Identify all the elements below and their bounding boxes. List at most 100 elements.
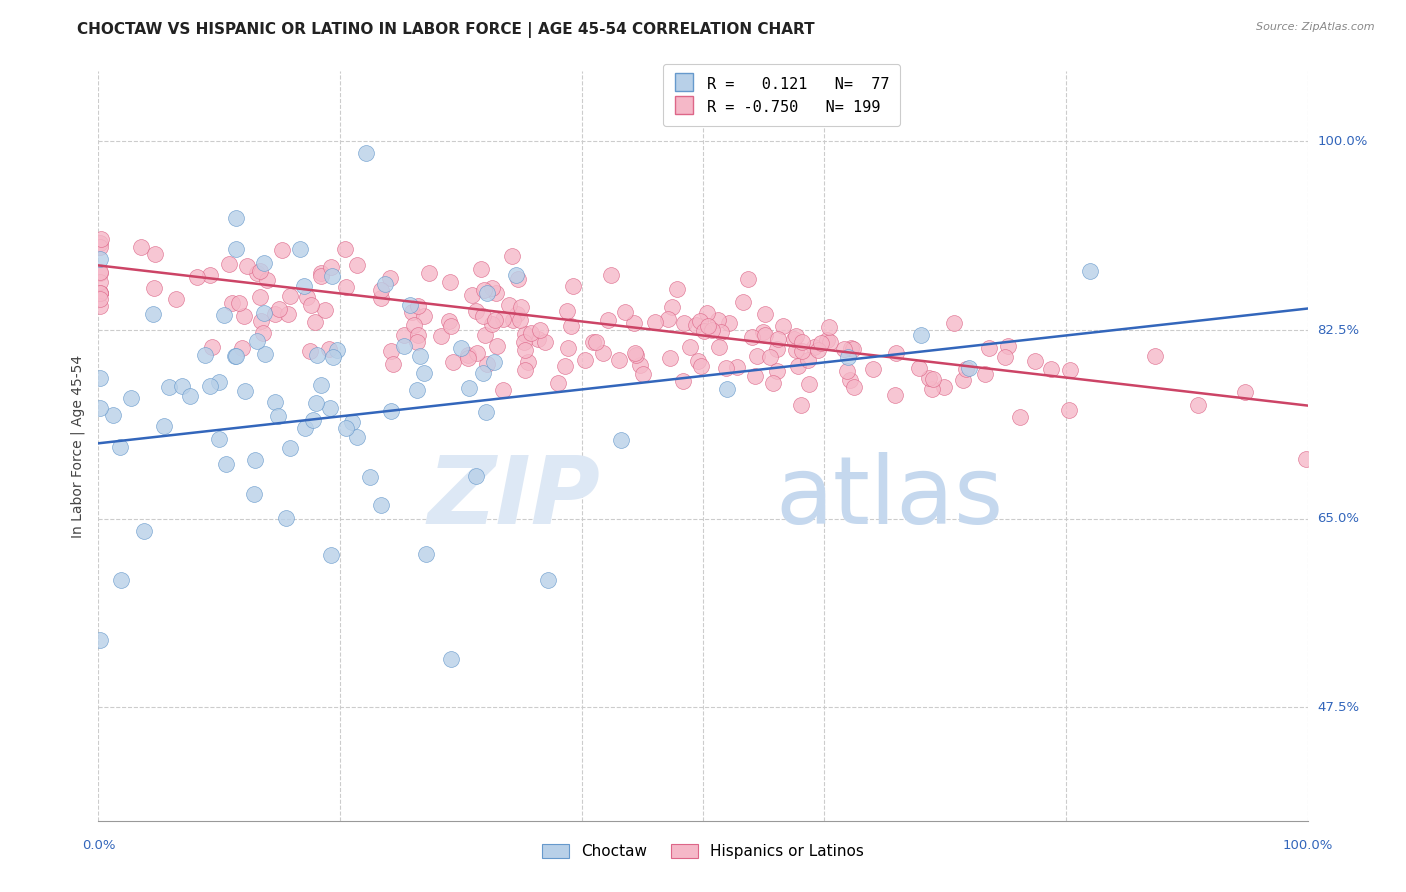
Point	[842, 342, 865, 356]
Point	[786, 359, 808, 373]
Point	[143, 247, 166, 261]
Point	[108, 440, 131, 454]
Text: Source: ZipAtlas.com: Source: ZipAtlas.com	[1257, 22, 1375, 32]
Point	[520, 326, 543, 340]
Point	[89, 292, 111, 306]
Point	[932, 379, 955, 393]
Point	[815, 333, 838, 347]
Point	[292, 279, 315, 293]
Point	[484, 313, 506, 327]
Point	[837, 350, 859, 364]
Point	[413, 366, 436, 380]
Point	[839, 342, 862, 356]
Point	[264, 307, 287, 321]
Point	[465, 346, 488, 360]
Point	[335, 280, 357, 294]
Point	[208, 432, 231, 446]
Point	[842, 380, 865, 394]
Point	[1143, 349, 1166, 363]
Point	[309, 268, 332, 283]
Point	[661, 300, 683, 314]
Point	[225, 211, 247, 225]
Point	[502, 313, 524, 327]
Point	[461, 287, 484, 301]
Point	[409, 350, 432, 364]
Point	[186, 270, 208, 285]
Point	[89, 252, 111, 267]
Point	[318, 342, 340, 356]
Point	[574, 353, 596, 368]
Point	[245, 453, 267, 467]
Point	[707, 340, 730, 354]
Point	[797, 376, 820, 391]
Point	[714, 360, 737, 375]
Point	[470, 261, 492, 276]
Point	[596, 312, 619, 326]
Point	[319, 548, 342, 562]
Point	[465, 469, 488, 483]
Point	[256, 273, 278, 287]
Point	[457, 351, 479, 365]
Point	[153, 418, 176, 433]
Point	[685, 318, 707, 333]
Point	[838, 372, 860, 386]
Point	[1295, 452, 1317, 467]
Point	[768, 332, 790, 346]
Point	[249, 290, 271, 304]
Point	[498, 298, 520, 312]
Point	[221, 295, 243, 310]
Point	[693, 324, 716, 338]
Point	[582, 335, 605, 350]
Point	[623, 316, 645, 330]
Point	[957, 360, 980, 375]
Point	[707, 313, 730, 327]
Point	[412, 309, 434, 323]
Point	[89, 286, 111, 301]
Point	[918, 371, 941, 385]
Point	[554, 359, 576, 374]
Point	[471, 366, 494, 380]
Point	[807, 343, 830, 358]
Point	[465, 304, 488, 318]
Point	[246, 266, 269, 280]
Point	[354, 146, 377, 161]
Point	[472, 309, 495, 323]
Point	[321, 269, 343, 284]
Point	[1059, 363, 1081, 377]
Point	[672, 316, 695, 330]
Point	[733, 294, 755, 309]
Point	[402, 318, 425, 332]
Legend: Choctaw, Hispanics or Latinos: Choctaw, Hispanics or Latinos	[534, 836, 872, 867]
Point	[370, 498, 392, 512]
Point	[322, 350, 344, 364]
Point	[267, 301, 290, 316]
Point	[346, 430, 368, 444]
Point	[908, 361, 931, 376]
Point	[766, 364, 789, 378]
Point	[450, 341, 472, 355]
Point	[955, 362, 977, 376]
Point	[505, 268, 527, 283]
Point	[516, 355, 538, 369]
Point	[430, 328, 453, 343]
Point	[657, 312, 679, 326]
Point	[922, 372, 945, 386]
Point	[994, 351, 1017, 365]
Point	[252, 306, 274, 320]
Point	[751, 325, 773, 339]
Point	[672, 374, 695, 388]
Point	[380, 343, 402, 358]
Point	[243, 487, 266, 501]
Point	[952, 373, 974, 387]
Point	[818, 319, 841, 334]
Point	[101, 408, 124, 422]
Point	[505, 307, 527, 321]
Point	[474, 328, 496, 343]
Point	[142, 281, 165, 295]
Point	[737, 272, 759, 286]
Text: 65.0%: 65.0%	[1317, 512, 1360, 525]
Point	[942, 316, 965, 330]
Point	[194, 348, 217, 362]
Point	[333, 242, 356, 256]
Point	[398, 298, 420, 312]
